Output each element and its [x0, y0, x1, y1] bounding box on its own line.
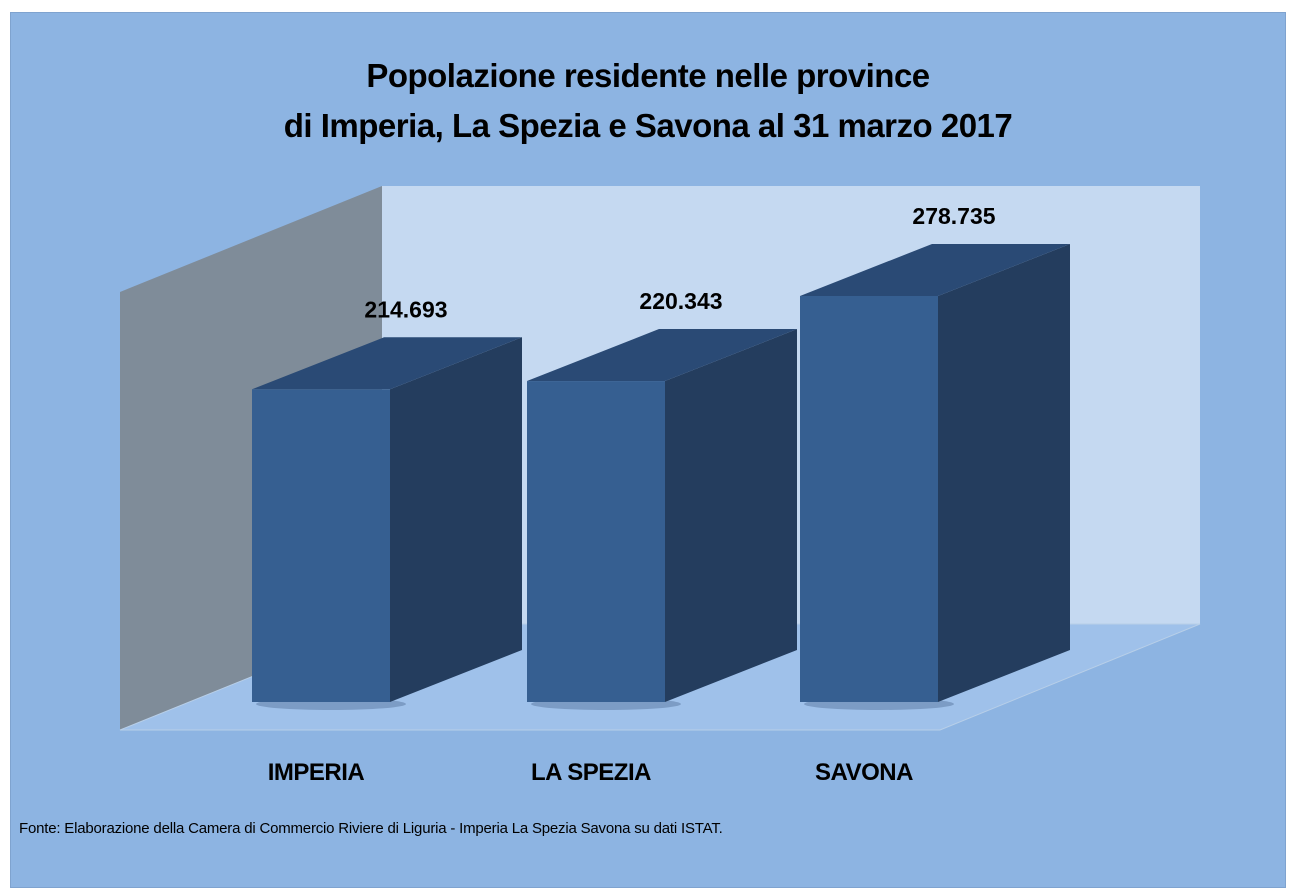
chart-title-line-1: Popolazione residente nelle province	[366, 57, 930, 94]
bar-top-face	[252, 337, 522, 390]
data-label: 220.343	[639, 288, 722, 314]
bar-imperia	[252, 337, 522, 710]
category-label: IMPERIA	[268, 759, 365, 786]
bar-side-face	[390, 337, 522, 702]
category-label: LA SPEZIA	[531, 759, 651, 786]
bar-front-face	[800, 296, 938, 702]
source-note: Fonte: Elaborazione della Camera di Comm…	[19, 820, 723, 837]
data-label: 214.693	[364, 296, 447, 322]
bar-front-face	[252, 389, 390, 702]
category-label: SAVONA	[815, 759, 913, 786]
bar-top-face	[800, 244, 1070, 296]
bar-savona	[800, 244, 1070, 710]
bar-side-face	[665, 329, 797, 702]
chart-title: Popolazione residente nelle province di …	[11, 51, 1285, 151]
bar-la-spezia	[527, 329, 797, 710]
bar-side-face	[938, 244, 1070, 702]
bar-front-face	[527, 381, 665, 702]
chart-title-line-2: di Imperia, La Spezia e Savona al 31 mar…	[283, 107, 1013, 144]
data-label: 278.735	[912, 203, 995, 229]
bar-top-face	[527, 329, 797, 382]
